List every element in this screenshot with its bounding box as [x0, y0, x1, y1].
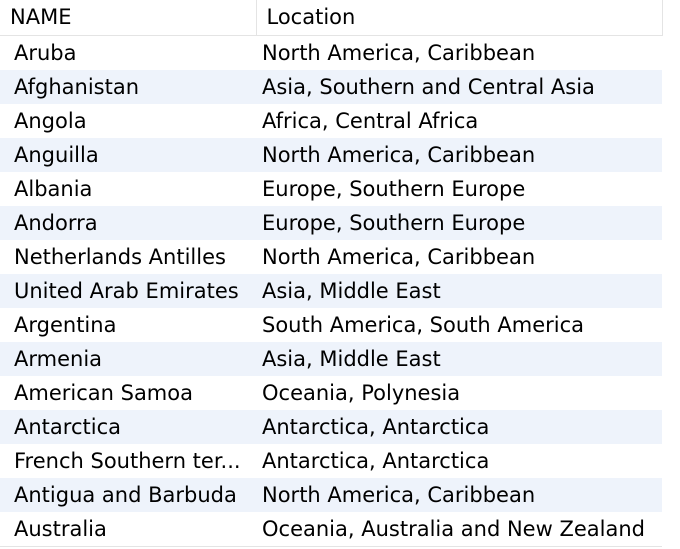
- cell-name[interactable]: Argentina: [0, 308, 256, 342]
- grid-body: Aruba North America, Caribbean Afghanist…: [0, 35, 662, 546]
- table-row[interactable]: Andorra Europe, Southern Europe: [0, 206, 662, 240]
- table-row[interactable]: Aruba North America, Caribbean: [0, 35, 662, 70]
- cell-name[interactable]: Australia: [0, 512, 256, 546]
- column-header-name[interactable]: NAME: [0, 0, 257, 36]
- cell-name[interactable]: Antarctica: [0, 410, 256, 444]
- table-row[interactable]: French Southern ter... Antarctica, Antar…: [0, 444, 662, 478]
- column-header-location[interactable]: Location: [256, 0, 663, 36]
- cell-location[interactable]: Oceania, Australia and New Zealand: [256, 512, 662, 546]
- cell-location[interactable]: North America, Caribbean: [256, 240, 662, 274]
- cell-name[interactable]: Afghanistan: [0, 70, 256, 104]
- cell-name[interactable]: Andorra: [0, 206, 256, 240]
- cell-name[interactable]: American Samoa: [0, 376, 256, 410]
- table-row[interactable]: Argentina South America, South America: [0, 308, 662, 342]
- cell-name[interactable]: Anguilla: [0, 138, 256, 172]
- table-row[interactable]: Antarctica Antarctica, Antarctica: [0, 410, 662, 444]
- table-row[interactable]: Angola Africa, Central Africa: [0, 104, 662, 138]
- cell-location[interactable]: Europe, Southern Europe: [256, 206, 662, 240]
- table-row[interactable]: Australia Oceania, Australia and New Zea…: [0, 512, 662, 546]
- table-row[interactable]: Antigua and Barbuda North America, Carib…: [0, 478, 662, 512]
- cell-location[interactable]: North America, Caribbean: [256, 35, 662, 70]
- cell-location[interactable]: Asia, Southern and Central Asia: [256, 70, 662, 104]
- table-row[interactable]: Armenia Asia, Middle East: [0, 342, 662, 376]
- grid-bottom-border: [0, 546, 662, 547]
- cell-location[interactable]: North America, Caribbean: [256, 478, 662, 512]
- cell-location[interactable]: Antarctica, Antarctica: [256, 444, 662, 478]
- cell-location[interactable]: Antarctica, Antarctica: [256, 410, 662, 444]
- table-row[interactable]: Netherlands Antilles North America, Cari…: [0, 240, 662, 274]
- cell-location[interactable]: Oceania, Polynesia: [256, 376, 662, 410]
- cell-location[interactable]: Asia, Middle East: [256, 342, 662, 376]
- table-row[interactable]: Anguilla North America, Caribbean: [0, 138, 662, 172]
- cell-name[interactable]: United Arab Emirates: [0, 274, 256, 308]
- table-row[interactable]: Albania Europe, Southern Europe: [0, 172, 662, 206]
- cell-location[interactable]: North America, Caribbean: [256, 138, 662, 172]
- cell-location[interactable]: Africa, Central Africa: [256, 104, 662, 138]
- cell-name[interactable]: Angola: [0, 104, 256, 138]
- grid-header: NAME Location: [0, 0, 663, 36]
- cell-name[interactable]: French Southern ter...: [0, 444, 256, 478]
- cell-name[interactable]: Netherlands Antilles: [0, 240, 256, 274]
- cell-name[interactable]: Albania: [0, 172, 256, 206]
- table-row[interactable]: United Arab Emirates Asia, Middle East: [0, 274, 662, 308]
- table-row[interactable]: Afghanistan Asia, Southern and Central A…: [0, 70, 662, 104]
- header-row: NAME Location: [0, 0, 663, 36]
- cell-name[interactable]: Aruba: [0, 35, 256, 70]
- cell-location[interactable]: South America, South America: [256, 308, 662, 342]
- cell-name[interactable]: Armenia: [0, 342, 256, 376]
- table-row[interactable]: American Samoa Oceania, Polynesia: [0, 376, 662, 410]
- cell-name[interactable]: Antigua and Barbuda: [0, 478, 256, 512]
- cell-location[interactable]: Asia, Middle East: [256, 274, 662, 308]
- cell-location[interactable]: Europe, Southern Europe: [256, 172, 662, 206]
- results-grid[interactable]: NAME Location Aruba North America, Carib…: [0, 0, 663, 546]
